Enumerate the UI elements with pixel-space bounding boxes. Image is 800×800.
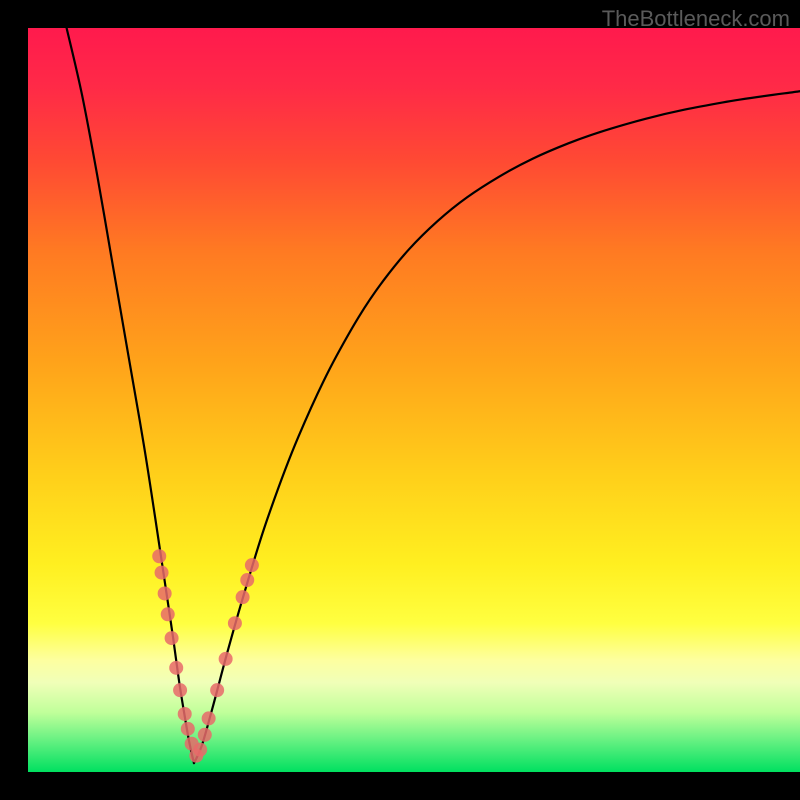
data-marker — [178, 707, 192, 721]
curve-right — [194, 91, 800, 763]
data-marker — [210, 683, 224, 697]
data-marker — [240, 573, 254, 587]
data-marker — [152, 549, 166, 563]
data-marker — [228, 616, 242, 630]
curve-left — [67, 28, 194, 763]
data-marker — [181, 722, 195, 736]
data-marker — [202, 711, 216, 725]
data-marker — [173, 683, 187, 697]
data-marker — [245, 558, 259, 572]
data-marker — [161, 607, 175, 621]
data-marker — [165, 631, 179, 645]
data-marker — [169, 661, 183, 675]
data-marker — [236, 590, 250, 604]
plot-area — [28, 28, 800, 772]
data-marker — [155, 566, 169, 580]
chart-stage: TheBottleneck.com — [0, 0, 800, 800]
watermark-text: TheBottleneck.com — [602, 6, 790, 32]
plot-svg — [28, 28, 800, 772]
data-marker — [193, 743, 207, 757]
data-marker — [158, 586, 172, 600]
data-marker — [198, 728, 212, 742]
data-marker — [219, 652, 233, 666]
